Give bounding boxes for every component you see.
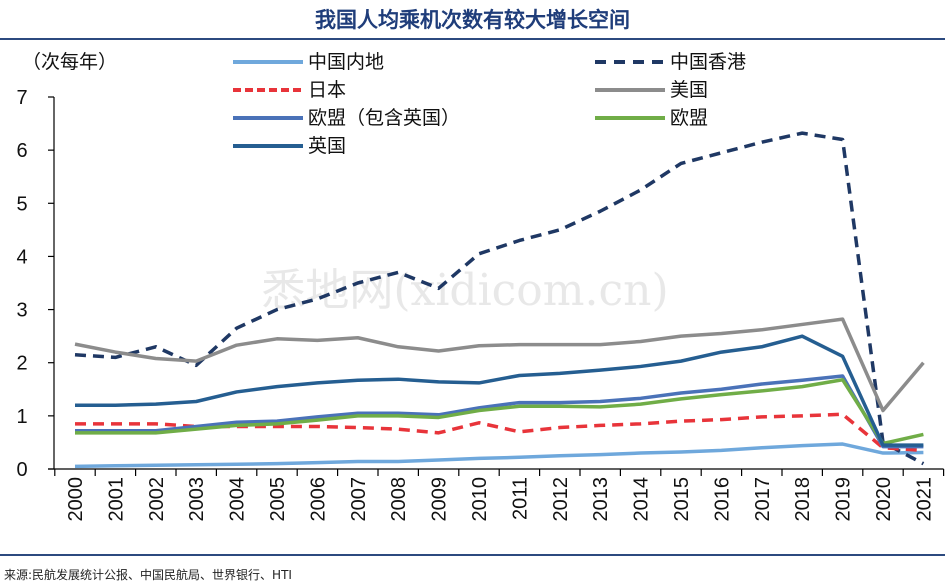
x-tick-label: 2016 [711, 477, 733, 522]
series-line-日本 [75, 412, 924, 453]
x-tick-label: 2014 [631, 477, 653, 522]
watermark: 悉地网(xidicom.cn) [261, 265, 668, 316]
series-line-美国 [74, 317, 925, 413]
series-line-英国 [75, 334, 924, 447]
x-tick-label: 2010 [469, 477, 491, 522]
x-tick-label: 2009 [429, 477, 451, 522]
x-tick-label: 2017 [752, 477, 774, 522]
title-divider [0, 38, 945, 40]
x-tick-label: 2007 [348, 477, 370, 522]
series-line-欧盟 [75, 377, 924, 446]
footer-divider [0, 554, 945, 556]
legend-label: 欧盟 [670, 107, 708, 129]
x-tick-label: 2001 [105, 477, 127, 522]
legend-label: 美国 [670, 79, 708, 101]
x-tick-label: 2015 [671, 477, 693, 522]
series-line-中国内地 [74, 442, 924, 469]
series-line-中国香港 [74, 131, 925, 466]
legend-label: 英国 [308, 135, 346, 157]
legend-label: 欧盟（包含英国） [308, 107, 460, 129]
x-tick-label: 2008 [388, 477, 410, 522]
x-tick-label: 2012 [550, 477, 572, 522]
x-tick-label: 2011 [509, 477, 531, 520]
y-tick-label: 4 [16, 246, 27, 268]
source-note: 来源:民航发展统计公报、中国民航局、世界银行、HTI [4, 568, 292, 582]
x-tick-label: 2013 [590, 477, 612, 522]
y-tick-label: 1 [16, 406, 27, 428]
y-tick-label: 0 [16, 459, 27, 481]
x-tick-label: 2018 [792, 477, 814, 522]
chart-title: 我国人均乘机次数有较大增长空间 [315, 8, 630, 32]
legend-label: 中国内地 [308, 51, 384, 73]
x-tick-label: 2003 [186, 477, 208, 522]
x-tick-label: 2004 [227, 477, 249, 522]
x-tick-label: 2002 [146, 477, 168, 522]
series-line-欧盟（包含英国） [75, 374, 924, 449]
y-tick-label: 3 [16, 300, 27, 322]
y-axis-label: （次每年） [22, 51, 117, 73]
x-tick-label: 2000 [65, 477, 87, 522]
y-tick-label: 6 [16, 140, 27, 162]
y-tick-label: 2 [16, 353, 27, 375]
legend-label: 日本 [308, 79, 346, 101]
x-tick-label: 2021 [913, 477, 935, 522]
y-tick-label: 5 [16, 193, 27, 215]
x-tick-label: 2020 [873, 477, 895, 522]
legend-label: 中国香港 [670, 51, 746, 73]
y-tick-label: 7 [16, 87, 27, 109]
x-tick-label: 2006 [307, 477, 329, 522]
x-tick-label: 2019 [833, 477, 855, 522]
x-tick-label: 2005 [267, 477, 289, 522]
